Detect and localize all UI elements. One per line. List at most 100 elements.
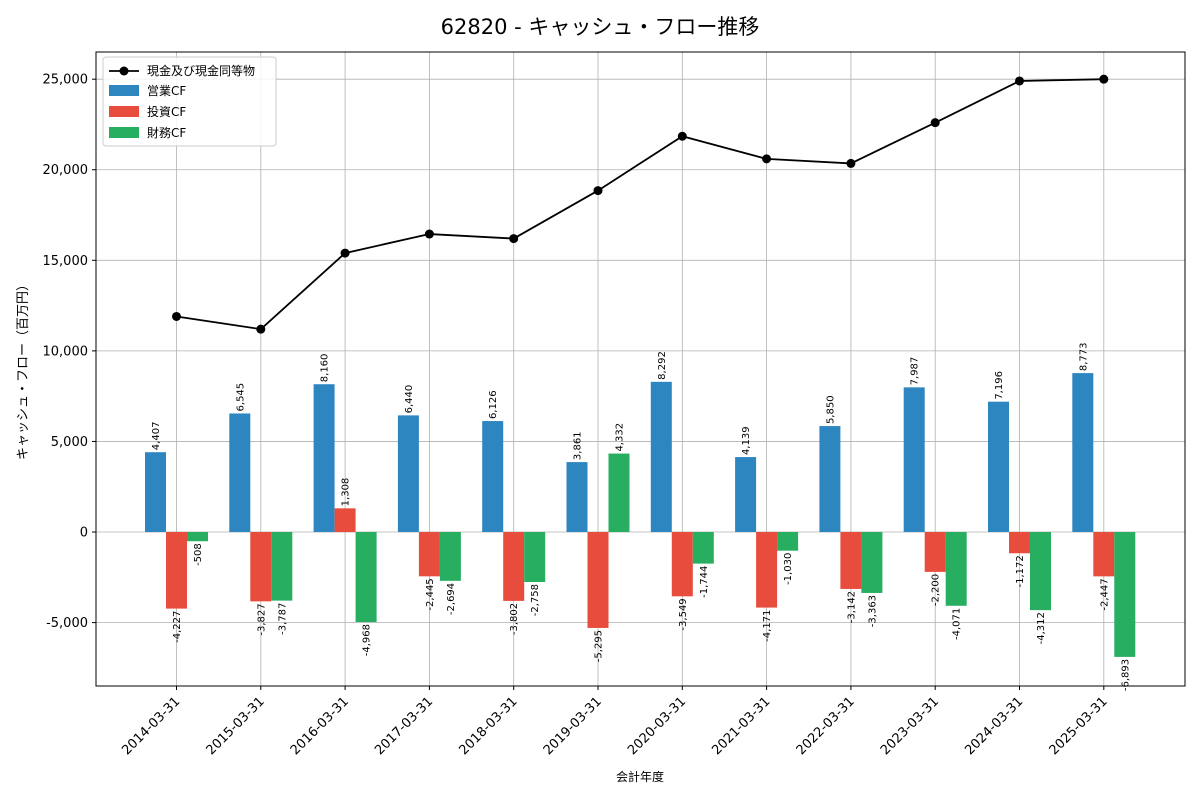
cash-point xyxy=(340,248,350,258)
bar xyxy=(166,532,187,609)
bar xyxy=(671,532,693,597)
cash-point xyxy=(846,158,856,168)
y-tick-label: 5,000 xyxy=(51,435,88,450)
bar-data-label: -3,787 xyxy=(277,603,288,635)
bar-data-label: -2,694 xyxy=(446,583,457,615)
bar-data-label: 8,292 xyxy=(657,351,668,380)
bar xyxy=(145,452,166,533)
bar-data-label: -2,758 xyxy=(530,584,541,616)
legend-box xyxy=(102,56,277,147)
bar-data-label: 8,160 xyxy=(320,354,331,383)
bar xyxy=(735,457,757,533)
bar xyxy=(945,532,967,606)
y-tick-label: 0 xyxy=(80,526,88,541)
bar-data-label: -4,227 xyxy=(172,611,183,643)
bar-data-label: -508 xyxy=(193,543,204,566)
cash-point xyxy=(593,186,603,196)
bar xyxy=(355,532,377,623)
cash-line xyxy=(176,78,1104,331)
x-tick-label: 2014-03-31 xyxy=(119,694,183,758)
bar-data-label: -4,171 xyxy=(762,610,773,642)
cash-point xyxy=(762,154,772,164)
bar-data-label: 1,308 xyxy=(341,478,352,507)
bar-data-label: -4,968 xyxy=(362,624,373,656)
legend-label-cash: 現金及び現金同等物 xyxy=(147,63,255,78)
bar xyxy=(482,421,504,533)
bar xyxy=(1093,532,1115,577)
bar-data-label: 3,861 xyxy=(573,431,584,460)
cash-point xyxy=(930,118,940,128)
y-axis-label: キャッシュ・フロー（百万円） xyxy=(16,278,31,460)
bar xyxy=(903,387,925,533)
bar-data-label: 6,545 xyxy=(235,383,246,412)
x-tick-label: 2025-03-31 xyxy=(1047,694,1111,758)
bar xyxy=(608,453,630,533)
x-tick-label: 2024-03-31 xyxy=(962,694,1026,758)
bar-data-label: -2,447 xyxy=(1099,578,1110,610)
bar-data-label: 7,987 xyxy=(910,357,921,386)
bar-data-label: -6,893 xyxy=(1120,659,1131,691)
y-tick-label: 15,000 xyxy=(43,254,89,269)
legend-swatch-financing xyxy=(109,127,139,138)
line-series-group xyxy=(172,74,1109,334)
bar xyxy=(334,508,356,533)
x-tick-label: 2021-03-31 xyxy=(709,694,773,758)
bar xyxy=(566,462,588,533)
bar-data-label: -4,071 xyxy=(952,608,963,640)
legend-label-investing: 投資CF xyxy=(147,104,186,119)
legend-label-operating: 営業CF xyxy=(147,84,186,98)
bar xyxy=(756,532,778,608)
bar xyxy=(988,401,1009,533)
plot-frame xyxy=(95,51,1186,687)
bar xyxy=(924,532,946,572)
bar xyxy=(503,532,525,601)
cash-point xyxy=(424,229,434,239)
bar xyxy=(439,532,461,581)
bar-data-label: 4,332 xyxy=(615,423,626,452)
bar-data-label: -3,549 xyxy=(678,598,689,630)
x-tick-label: 2016-03-31 xyxy=(288,694,352,758)
bar-data-label: 4,407 xyxy=(151,422,162,451)
bar-data-label: -4,312 xyxy=(1036,612,1047,644)
bar-data-label: -2,445 xyxy=(425,578,436,610)
legend: 現金及び現金同等物 営業CF 投資CF 財務CF xyxy=(102,56,277,147)
x-tick-label: 2022-03-31 xyxy=(794,694,858,758)
cash-point xyxy=(677,131,687,141)
bar xyxy=(1030,532,1051,611)
bar xyxy=(1114,532,1136,657)
x-tick-label: 2019-03-31 xyxy=(541,694,605,758)
legend-swatch-operating xyxy=(109,85,139,96)
bar xyxy=(250,532,272,602)
bar-data-label: -2,200 xyxy=(931,574,942,606)
x-tick-label: 2015-03-31 xyxy=(204,694,268,758)
bar xyxy=(650,381,672,533)
bar-data-label: -3,827 xyxy=(256,603,267,635)
bar-data-label: -1,744 xyxy=(699,566,710,598)
x-tick-label: 2023-03-31 xyxy=(878,694,942,758)
bar-data-label: 6,126 xyxy=(488,390,499,419)
y-tick-label: 20,000 xyxy=(43,163,89,178)
bar xyxy=(187,532,208,542)
bar xyxy=(524,532,546,582)
bar xyxy=(313,384,335,533)
cash-point xyxy=(1015,76,1024,86)
bar-data-label: 5,850 xyxy=(825,395,836,424)
bar-data-label: -3,802 xyxy=(509,603,520,635)
x-axis-label: 会計年度 xyxy=(616,769,664,784)
cash-point xyxy=(1099,74,1109,84)
bar-data-label: 7,196 xyxy=(994,371,1005,400)
bar-data-label: 8,773 xyxy=(1078,342,1089,371)
bar xyxy=(692,532,714,564)
legend-line-marker xyxy=(119,66,129,76)
bar xyxy=(819,426,841,533)
bar xyxy=(397,415,419,533)
bar xyxy=(1072,373,1094,533)
bar xyxy=(1009,532,1030,554)
bar xyxy=(418,532,440,577)
bar-data-label: 6,440 xyxy=(404,385,415,414)
x-axis: 2014-03-31 2015-03-31 2016-03-31 2017-03-31… xyxy=(119,686,1111,758)
x-tick-label: 2020-03-31 xyxy=(625,694,689,758)
bar xyxy=(229,413,251,533)
